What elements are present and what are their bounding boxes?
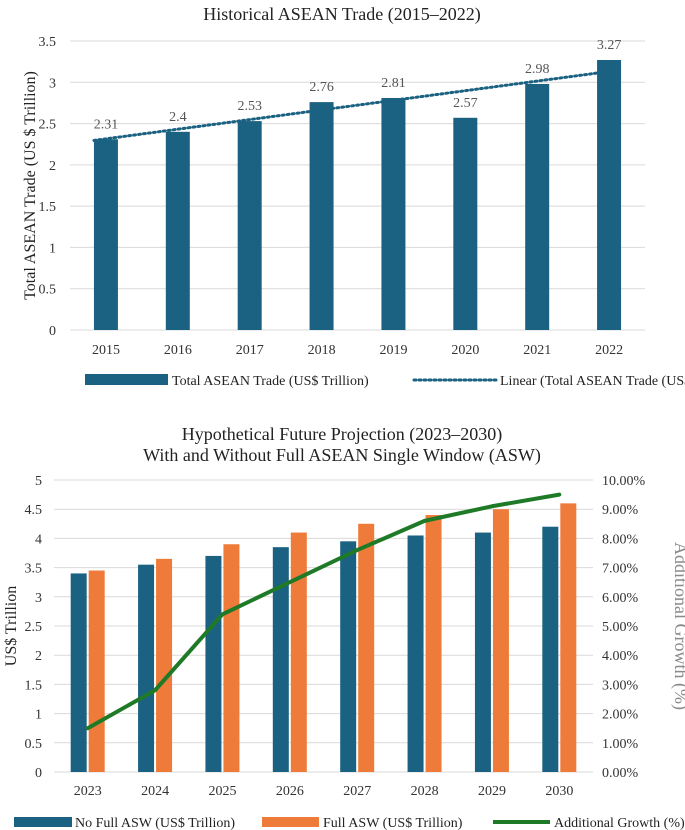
chart-title-line-2: With and Without Full ASEAN Single Windo…	[143, 445, 541, 466]
additional-growth-line	[85, 492, 562, 731]
y-tick-label: 3.5	[39, 35, 57, 50]
bar-no-full-asw	[407, 535, 424, 772]
bar	[237, 121, 262, 330]
historical-trade-chart: Historical ASEAN Trade (2015–2022) 0 0.5 1 1…	[22, 4, 685, 389]
y2-tick-label: 9.00%	[602, 503, 639, 518]
y-tick-label: 2.5	[25, 620, 43, 635]
y-tick-label: 0.5	[39, 283, 57, 298]
x-tick-label: 2018	[308, 343, 336, 358]
bar-full-asw	[290, 532, 307, 772]
data-label: 2.53	[237, 99, 262, 114]
bar	[525, 83, 550, 331]
y-tick-label: 4	[35, 532, 42, 547]
x-tick-label: 2029	[478, 784, 506, 799]
y-axis-title: Total ASEAN Trade (US $ Trillion)	[22, 71, 39, 300]
data-label: 2.4	[169, 110, 187, 125]
data-label: 2.57	[453, 96, 478, 111]
bar-full-asw	[358, 523, 375, 772]
y2-tick-label: 10.00%	[602, 474, 646, 489]
x-tick-label: 2024	[141, 784, 169, 799]
bar	[381, 97, 406, 330]
x-tick-label: 2030	[545, 784, 573, 799]
x-tick-label: 2027	[343, 784, 371, 799]
x-tick-label: 2021	[523, 343, 551, 358]
x-tick-label: 2017	[236, 343, 264, 358]
x-tick-label: 2019	[379, 343, 407, 358]
y-tick-label: 2.5	[39, 118, 57, 133]
y-tick-label: 3.5	[25, 562, 43, 577]
legend-swatch-no-full-asw	[14, 817, 72, 827]
x-tick-label: 2016	[164, 343, 192, 358]
y-tick-label: 1	[35, 708, 42, 723]
y-tick-label: 3	[35, 591, 42, 606]
y-tick-label: 0	[35, 766, 42, 781]
bar	[453, 117, 478, 330]
x-tick-label: 2015	[92, 343, 120, 358]
bar-no-full-asw	[340, 541, 357, 772]
data-label: 3.27	[597, 38, 622, 53]
y2-tick-label: 6.00%	[602, 591, 639, 606]
bar-no-full-asw	[542, 526, 559, 772]
data-label: 2.98	[525, 62, 550, 77]
bar-full-asw	[223, 544, 240, 772]
y-tick-label: 0	[49, 324, 56, 339]
chart-title: Historical ASEAN Trade (2015–2022)	[203, 4, 481, 25]
bar-no-full-asw	[205, 555, 222, 772]
bar-full-asw	[560, 503, 577, 772]
trendline	[92, 71, 599, 142]
bar-full-asw	[88, 570, 105, 772]
x-tick-label: 2023	[74, 784, 102, 799]
bar	[597, 59, 622, 331]
y-tick-label: 1.5	[25, 678, 43, 693]
y-tick-label: 3	[49, 76, 56, 91]
data-label: 2.31	[94, 117, 119, 132]
bar-no-full-asw	[474, 532, 491, 772]
bar-full-asw	[425, 515, 442, 772]
chart-title-line-1: Hypothetical Future Projection (2023–203…	[182, 424, 502, 445]
y-tick-label: 1.5	[39, 200, 57, 215]
bar	[93, 139, 118, 330]
x-tick-label: 2025	[208, 784, 236, 799]
y-axis-title: US$ Trillion	[3, 586, 20, 666]
y2-axis-title: Additional Growth (%)	[670, 542, 685, 710]
y2-tick-label: 1.00%	[602, 737, 639, 752]
legend-label-no-full-asw: No Full ASW (US$ Trillion)	[75, 816, 235, 830]
bar	[309, 102, 334, 330]
y2-tick-label: 5.00%	[602, 620, 639, 635]
legend-label-total-trade: Total ASEAN Trade (US$ Trillion)	[172, 374, 369, 389]
bar-no-full-asw	[138, 564, 155, 772]
legend-label-linear: Linear (Total ASEAN Trade (US$ Trillion)…	[500, 374, 685, 389]
data-label: 2.76	[309, 80, 334, 95]
y2-tick-label: 4.00%	[602, 649, 639, 664]
legend-swatch-full-asw	[262, 817, 319, 827]
bar-no-full-asw	[70, 573, 87, 772]
y-tick-label: 1	[49, 241, 56, 256]
bar-no-full-asw	[272, 547, 289, 772]
y2-tick-label: 7.00%	[602, 562, 639, 577]
y2-tick-label: 3.00%	[602, 678, 639, 693]
x-tick-label: 2026	[276, 784, 304, 799]
legend-label-additional-growth: Additional Growth (%)	[554, 816, 685, 830]
y-tick-label: 2	[49, 159, 56, 174]
y-tick-label: 5	[35, 474, 42, 489]
legend-label-full-asw: Full ASW (US$ Trillion)	[323, 816, 463, 830]
bar-full-asw	[156, 558, 173, 772]
data-label: 2.81	[381, 76, 406, 91]
y2-tick-label: 2.00%	[602, 708, 639, 723]
y-tick-label: 2	[35, 649, 42, 664]
x-tick-label: 2020	[451, 343, 479, 358]
y2-tick-label: 8.00%	[602, 532, 639, 547]
y2-tick-label: 0.00%	[602, 766, 639, 781]
x-tick-label: 2022	[595, 343, 623, 358]
x-tick-label: 2028	[411, 784, 439, 799]
y-tick-label: 0.5	[25, 737, 43, 752]
bar-full-asw	[492, 509, 509, 772]
bar	[165, 131, 190, 330]
y-tick-label: 4.5	[25, 503, 43, 518]
legend-swatch-total-trade	[85, 374, 168, 385]
